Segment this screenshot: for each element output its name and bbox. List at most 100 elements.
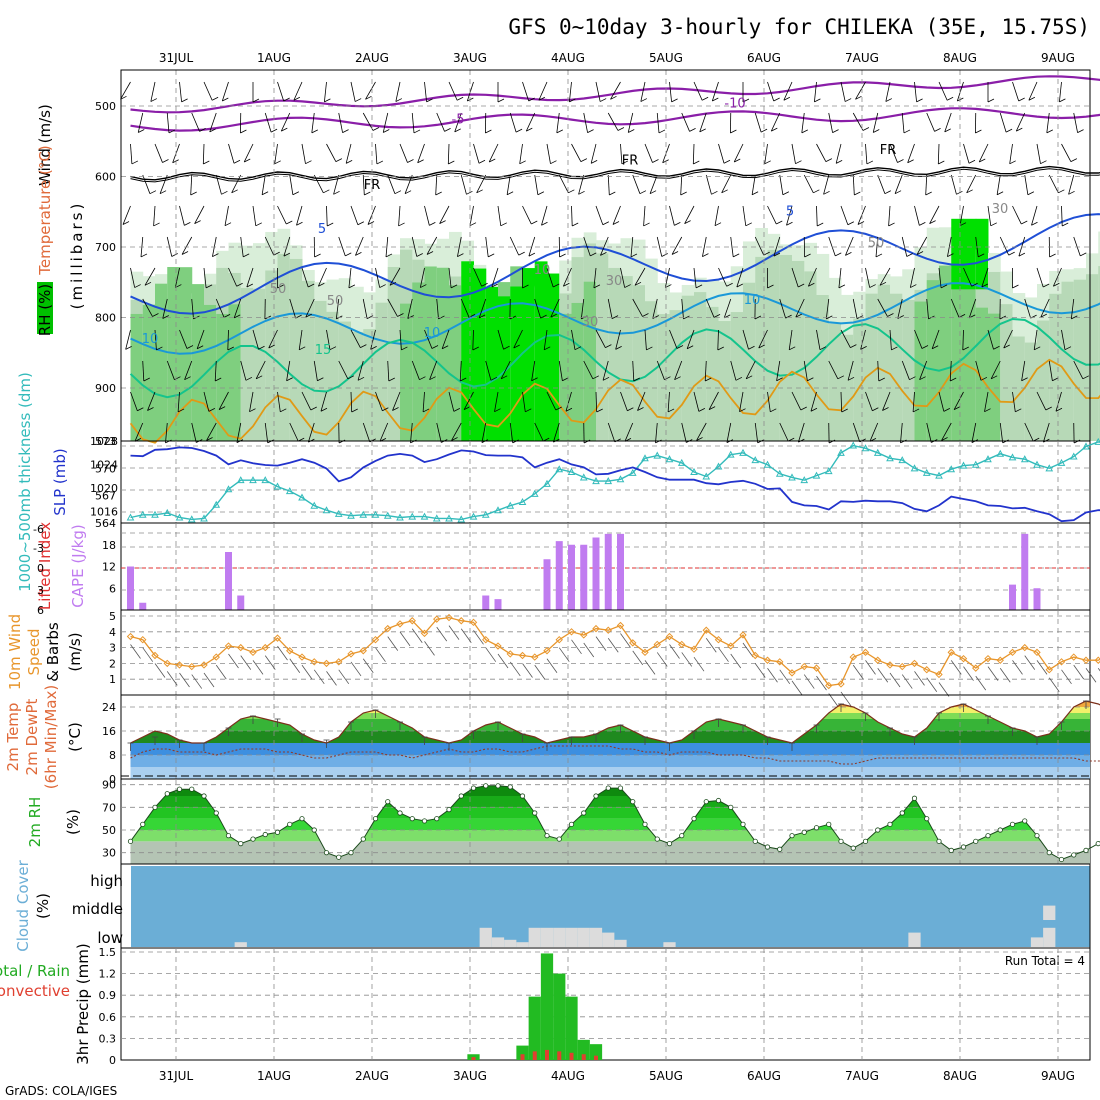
wind-barb	[534, 174, 539, 195]
wind-barb	[929, 205, 940, 224]
wind-barb-flag	[683, 315, 690, 320]
wind-barb	[350, 81, 356, 102]
wind-barb-flag	[1034, 346, 1041, 351]
wind-barb-flag	[240, 129, 247, 134]
date-label-bottom: 7AUG	[845, 1069, 879, 1083]
wind-speed-point	[567, 628, 576, 636]
wind-barb	[147, 391, 156, 411]
wind-barb	[791, 143, 796, 164]
wind-barb-flag	[526, 127, 533, 132]
thickness-point	[628, 468, 637, 476]
wind-barbs	[120, 81, 1090, 444]
rh-point	[434, 816, 440, 822]
thickness-point	[506, 501, 515, 509]
wind-barb-flag	[919, 222, 926, 226]
wind-barb-flag	[150, 98, 158, 102]
wind-barb-flag	[652, 315, 659, 319]
wind-barb	[949, 360, 952, 381]
rh-point	[789, 833, 795, 839]
wind-barb	[179, 81, 182, 102]
thickness-point	[1057, 458, 1066, 466]
rh2m-panel: 2m RH (%) 90 70 50 30	[26, 778, 1100, 865]
thickness-point	[481, 510, 490, 518]
wind-barb-flag	[698, 408, 706, 412]
wind-speed-point	[139, 635, 147, 644]
wind-barb	[1012, 205, 1022, 225]
wind-barb	[900, 422, 903, 443]
low-cloud-cell	[479, 927, 492, 947]
wind-barb-flag	[633, 377, 640, 382]
wind-barb-flag	[721, 189, 728, 194]
wind-barb	[209, 112, 217, 133]
wind-barb	[845, 236, 854, 256]
rh-point	[838, 838, 844, 844]
wind-barb	[855, 81, 866, 100]
wind-barb-flag	[283, 97, 290, 102]
rh-shade-mid	[1049, 293, 1062, 441]
wind-barb	[758, 329, 768, 349]
surface-wind-barb	[1012, 660, 1023, 675]
wind-barb	[125, 329, 131, 350]
wind-barb-flag	[249, 408, 256, 413]
wind-barb-flag	[847, 376, 855, 381]
wind-barb	[610, 81, 621, 100]
wind-barb-flag	[345, 252, 352, 257]
wind-barb-flag	[702, 253, 709, 257]
thickness-point	[739, 448, 747, 456]
wind-speed-point	[1021, 643, 1029, 652]
wind-barb	[847, 360, 854, 381]
precip-tick-label: 0	[109, 1054, 116, 1067]
thickness-point	[163, 508, 172, 516]
wind-barb-flag	[600, 252, 607, 256]
thickness-point	[641, 454, 649, 462]
surface-wind-barb	[424, 641, 435, 656]
surface-wind-barb	[975, 675, 987, 691]
wind-barb	[981, 267, 989, 288]
wind-barb-flag	[153, 222, 160, 227]
wind-barb	[801, 112, 805, 133]
wind-barb	[692, 143, 695, 165]
wind-barb-flag	[611, 315, 619, 319]
low-cloud-cell	[1030, 937, 1044, 947]
wind-barb-flag	[612, 221, 620, 225]
wind-barb-flag	[435, 191, 442, 196]
wind-barb-flag	[990, 222, 997, 227]
rh-shade-mid	[363, 329, 376, 441]
wind-barb-flag	[929, 220, 936, 225]
wind-barb-flag	[541, 221, 548, 226]
wind-barb	[838, 267, 842, 288]
wind-barb-flag	[159, 190, 167, 195]
wind-barb-flag	[1068, 190, 1075, 195]
wind-barb-flag	[671, 251, 679, 255]
wind-barb-flag	[1018, 252, 1026, 257]
rh-band	[130, 830, 1090, 842]
contour-label: 50	[868, 236, 885, 251]
contour-label: 30	[992, 202, 1009, 217]
wind-speed-point	[518, 651, 527, 660]
wind-barb-flag	[296, 221, 303, 226]
rh-shade-mid	[620, 276, 634, 441]
wind-barb-flag	[783, 96, 791, 101]
rh-point	[691, 816, 697, 822]
wind-barb	[583, 112, 588, 133]
contour-label: -10	[724, 96, 745, 111]
contour-label: 10	[744, 293, 761, 308]
thickness-tick-label: 573	[95, 435, 116, 448]
wind-speed-point	[825, 681, 833, 690]
thickness-point	[432, 514, 441, 522]
wind-barb	[478, 298, 487, 319]
wind-barb	[931, 329, 940, 349]
surface-wind-barb	[362, 658, 374, 673]
wind-barb	[583, 360, 594, 380]
wind-barb-flag	[451, 437, 458, 441]
wind-barb-flag	[299, 346, 306, 351]
surface-wind-barb	[914, 671, 925, 686]
wind-barb	[301, 267, 309, 288]
wind-barb-flag	[832, 129, 839, 133]
wind-speed-point	[371, 635, 380, 644]
wind-barb	[595, 205, 604, 225]
wind-barb	[723, 298, 732, 319]
rh-point	[801, 829, 807, 835]
slp-tick-label: 1020	[90, 482, 118, 495]
precip-total-bar	[565, 996, 578, 1060]
